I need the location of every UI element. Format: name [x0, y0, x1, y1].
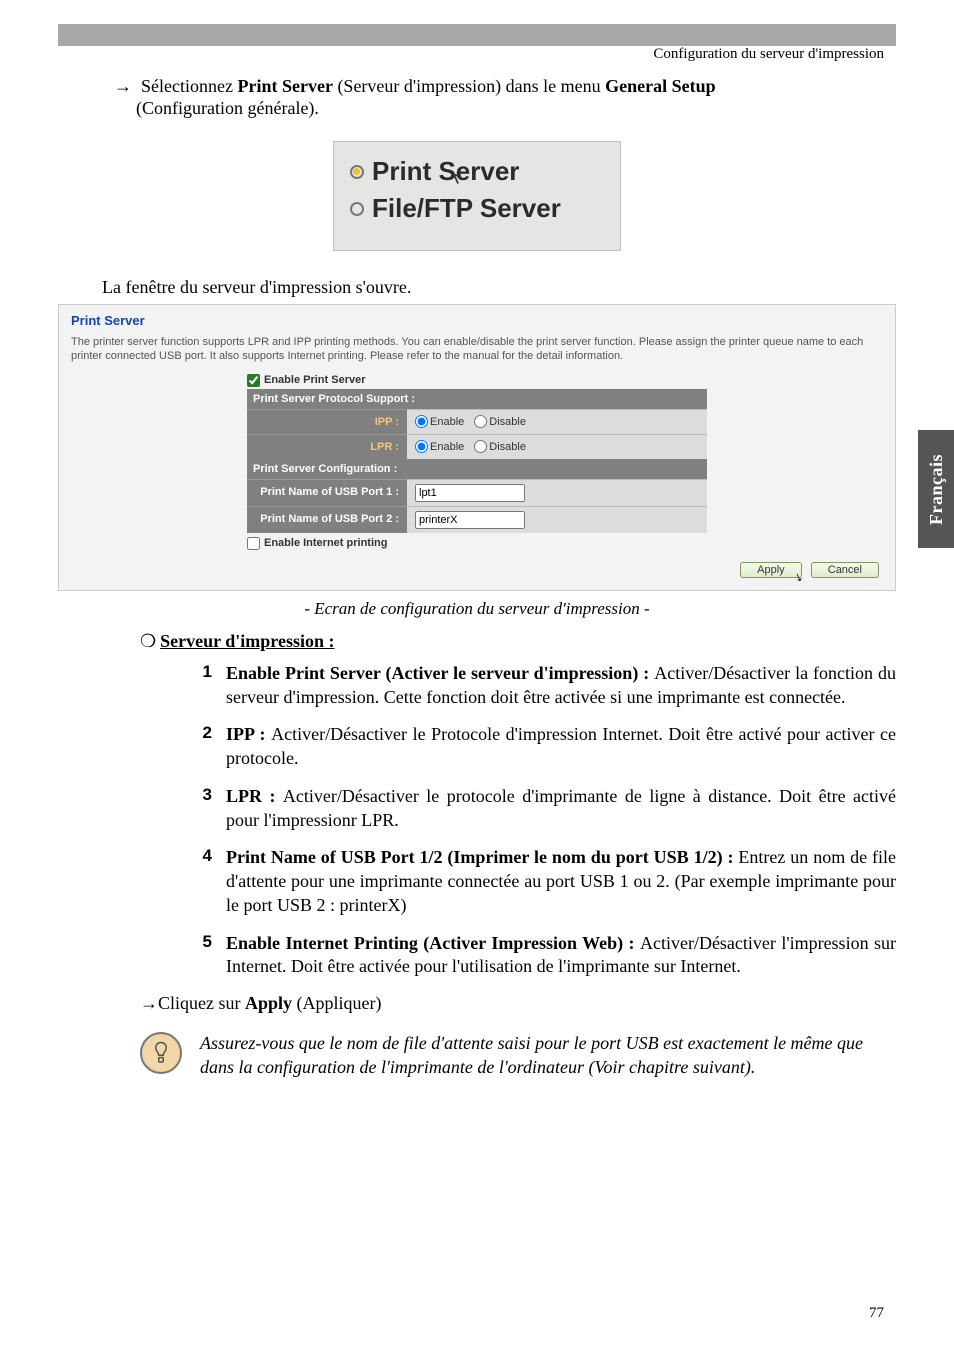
- lpr-label: LPR :: [247, 434, 407, 459]
- note-text: Assurez-vous que le nom de file d'attent…: [200, 1032, 896, 1080]
- intro-bold2: General Setup: [605, 76, 716, 96]
- note-icon: [140, 1032, 182, 1074]
- step1-lead: Enable Print Server (Activer le serveur …: [226, 663, 654, 683]
- enable-internet-checkbox[interactable]: [247, 537, 260, 550]
- step2-lead: IPP :: [226, 724, 271, 744]
- ipp-enable-radio[interactable]: [415, 415, 428, 428]
- intro-line: → Sélectionnez Print Server (Serveur d'i…: [114, 74, 896, 98]
- menu-item-file-ftp: File/FTP Server: [350, 193, 604, 224]
- step4-lead: Print Name of USB Port 1/2 (Imprimer le …: [226, 847, 738, 867]
- step4-num: 4: [58, 846, 226, 917]
- ps-title: Print Server: [71, 313, 883, 328]
- step2-num: 2: [58, 723, 226, 771]
- header-title: Configuration du serveur d'impression: [653, 46, 884, 63]
- enable-ps-label: Enable Print Server: [264, 374, 366, 386]
- ipp-label: IPP :: [247, 409, 407, 434]
- page-number: 77: [869, 1305, 884, 1322]
- radio-unselected-icon: [350, 202, 364, 216]
- language-tab: Français: [918, 430, 954, 548]
- menu-item-print-server: Print Server: [350, 156, 604, 187]
- intro-bold1: Print Server: [237, 76, 332, 96]
- radio-selected-icon: [350, 165, 364, 179]
- apply-line: →Cliquez sur Apply (Appliquer): [140, 993, 896, 1014]
- apply-bold: Apply: [245, 993, 292, 1013]
- steps-list: 1Enable Print Server (Activer le serveur…: [58, 662, 896, 979]
- intro-line2: (Configuration générale).: [136, 98, 896, 119]
- apply-button[interactable]: Apply: [740, 562, 802, 578]
- config-section: Print Server Configuration :: [247, 459, 707, 479]
- step1-num: 1: [58, 662, 226, 710]
- enable-ps-checkbox[interactable]: [247, 374, 260, 387]
- lpr-disable-text: Disable: [489, 441, 526, 453]
- port2-label: Print Name of USB Port 2 :: [247, 506, 407, 533]
- note-block: Assurez-vous que le nom de file d'attent…: [140, 1032, 896, 1080]
- enable-internet-label: Enable Internet printing: [264, 537, 387, 549]
- step3-num: 3: [58, 785, 226, 833]
- arrow-icon-2: →: [140, 993, 158, 1013]
- intro-mid: (Serveur d'impression) dans le menu: [333, 76, 605, 96]
- intro-before: Sélectionnez: [141, 76, 237, 96]
- step-2: 2IPP : Activer/Désactiver le Protocole d…: [58, 723, 896, 771]
- cancel-button[interactable]: Cancel: [811, 562, 879, 578]
- ipp-enable-text: Enable: [430, 416, 464, 428]
- menu-item2-label: File/FTP Server: [372, 193, 561, 224]
- lpr-disable-radio[interactable]: [474, 440, 487, 453]
- apply-before: Cliquez sur: [158, 993, 245, 1013]
- menu-item1-label: Print Server: [372, 156, 519, 187]
- ipp-disable-text: Disable: [489, 416, 526, 428]
- caption: - Ecran de configuration du serveur d'im…: [58, 599, 896, 619]
- lpr-disable[interactable]: Disable: [474, 440, 526, 453]
- ps-desc: The printer server function supports LPR…: [71, 336, 883, 364]
- step-4: 4Print Name of USB Port 1/2 (Imprimer le…: [58, 846, 896, 917]
- bullet-circle-icon: ❍: [140, 631, 156, 651]
- ipp-disable[interactable]: Disable: [474, 415, 526, 428]
- subheading-text: Serveur d'impression :: [160, 631, 334, 651]
- ipp-enable[interactable]: Enable: [415, 415, 464, 428]
- enable-internet-check[interactable]: Enable Internet printing: [247, 537, 707, 550]
- apply-after: (Appliquer): [292, 993, 381, 1013]
- lpr-enable-text: Enable: [430, 441, 464, 453]
- print-server-panel: Print Server The printer server function…: [58, 304, 896, 591]
- step-5: 5Enable Internet Printing (Activer Impre…: [58, 932, 896, 980]
- step-3: 3LPR : Activer/Désactiver le protocole d…: [58, 785, 896, 833]
- menu-screenshot: Print Server File/FTP Server: [333, 141, 621, 251]
- lpr-enable-radio[interactable]: [415, 440, 428, 453]
- step2-body: Activer/Désactiver le Protocole d'impres…: [226, 724, 896, 768]
- step3-body: Activer/Désactiver le protocole d'imprim…: [226, 786, 896, 830]
- step5-lead: Enable Internet Printing (Activer Impres…: [226, 933, 640, 953]
- step3-lead: LPR :: [226, 786, 283, 806]
- step5-num: 5: [58, 932, 226, 980]
- port2-input[interactable]: [415, 511, 525, 529]
- port1-label: Print Name of USB Port 1 :: [247, 479, 407, 506]
- step-1: 1Enable Print Server (Activer le serveur…: [58, 662, 896, 710]
- ipp-disable-radio[interactable]: [474, 415, 487, 428]
- open-text: La fenêtre du serveur d'impression s'ouv…: [102, 277, 896, 298]
- arrow-icon: →: [114, 76, 132, 96]
- enable-ps-check[interactable]: Enable Print Server: [247, 374, 707, 387]
- lpr-enable[interactable]: Enable: [415, 440, 464, 453]
- language-tab-text: Français: [926, 454, 947, 525]
- subheading: ❍Serveur d'impression :: [140, 631, 896, 652]
- protocol-section: Print Server Protocol Support :: [247, 389, 707, 409]
- port1-input[interactable]: [415, 484, 525, 502]
- top-bar: [58, 24, 896, 46]
